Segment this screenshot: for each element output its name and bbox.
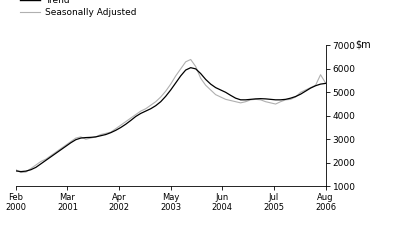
Legend: Trend, Seasonally Adjusted: Trend, Seasonally Adjusted bbox=[20, 0, 136, 17]
Y-axis label: $m: $m bbox=[355, 40, 370, 50]
